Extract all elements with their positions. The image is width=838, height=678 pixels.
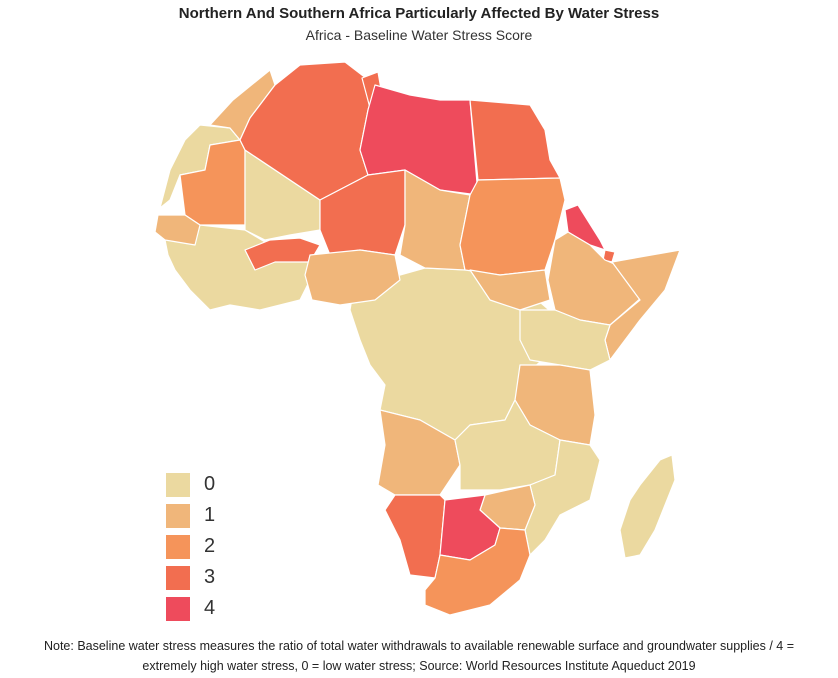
legend: 0 1 2 3 4 xyxy=(166,469,215,624)
source-note: Note: Baseline water stress measures the… xyxy=(0,636,838,676)
legend-label: 3 xyxy=(204,566,216,588)
region-nigeria[interactable] xyxy=(304,249,401,306)
legend-label: 1 xyxy=(204,504,216,526)
region-senegal[interactable] xyxy=(154,214,201,246)
legend-item: 4 xyxy=(166,593,215,624)
legend-label: 2 xyxy=(204,535,216,557)
region-madagascar[interactable] xyxy=(619,454,676,559)
legend-swatch-4 xyxy=(166,596,190,621)
note-line-2: extremely high water stress, 0 = low wat… xyxy=(142,659,696,673)
region-namibia[interactable] xyxy=(384,494,446,579)
chart-subtitle: Africa - Baseline Water Stress Score xyxy=(305,27,533,43)
legend-item: 2 xyxy=(166,531,215,562)
region-mozambique[interactable] xyxy=(524,439,601,556)
note-line-1: Note: Baseline water stress measures the… xyxy=(43,639,795,653)
legend-item: 0 xyxy=(166,469,215,500)
legend-swatch-0 xyxy=(166,472,190,497)
chart-title: Northern And Southern Africa Particularl… xyxy=(178,5,660,22)
legend-swatch-3 xyxy=(166,565,190,590)
legend-label: 0 xyxy=(204,473,216,495)
region-south-africa[interactable] xyxy=(424,527,531,616)
legend-item: 3 xyxy=(166,562,215,593)
region-east-africa[interactable] xyxy=(519,309,611,371)
legend-item: 1 xyxy=(166,500,215,531)
region-egypt[interactable] xyxy=(469,99,561,181)
region-burkina[interactable] xyxy=(244,237,321,271)
region-south-sudan[interactable] xyxy=(469,269,551,311)
legend-swatch-1 xyxy=(166,503,190,528)
legend-label: 4 xyxy=(204,597,216,619)
region-sudan[interactable] xyxy=(459,177,566,276)
legend-swatch-2 xyxy=(166,534,190,559)
